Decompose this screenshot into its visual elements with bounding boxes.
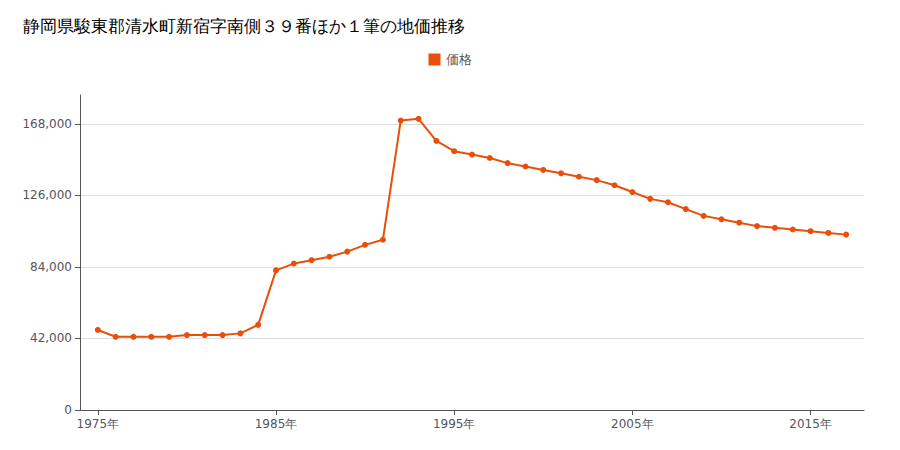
svg-text:1995年: 1995年 xyxy=(433,417,476,431)
svg-text:42,000: 42,000 xyxy=(30,331,72,345)
svg-text:1975年: 1975年 xyxy=(77,417,120,431)
svg-text:静岡県駿東郡清水町新宿字南側３９番ほか１筆の地価推移: 静岡県駿東郡清水町新宿字南側３９番ほか１筆の地価推移 xyxy=(23,16,465,36)
svg-text:価格: 価格 xyxy=(446,52,472,67)
svg-text:2015年: 2015年 xyxy=(789,417,832,431)
svg-text:0: 0 xyxy=(64,403,72,417)
svg-text:126,000: 126,000 xyxy=(22,188,72,202)
svg-text:2005年: 2005年 xyxy=(611,417,654,431)
svg-text:84,000: 84,000 xyxy=(30,260,72,274)
svg-text:168,000: 168,000 xyxy=(22,117,72,131)
svg-text:1985年: 1985年 xyxy=(255,417,298,431)
